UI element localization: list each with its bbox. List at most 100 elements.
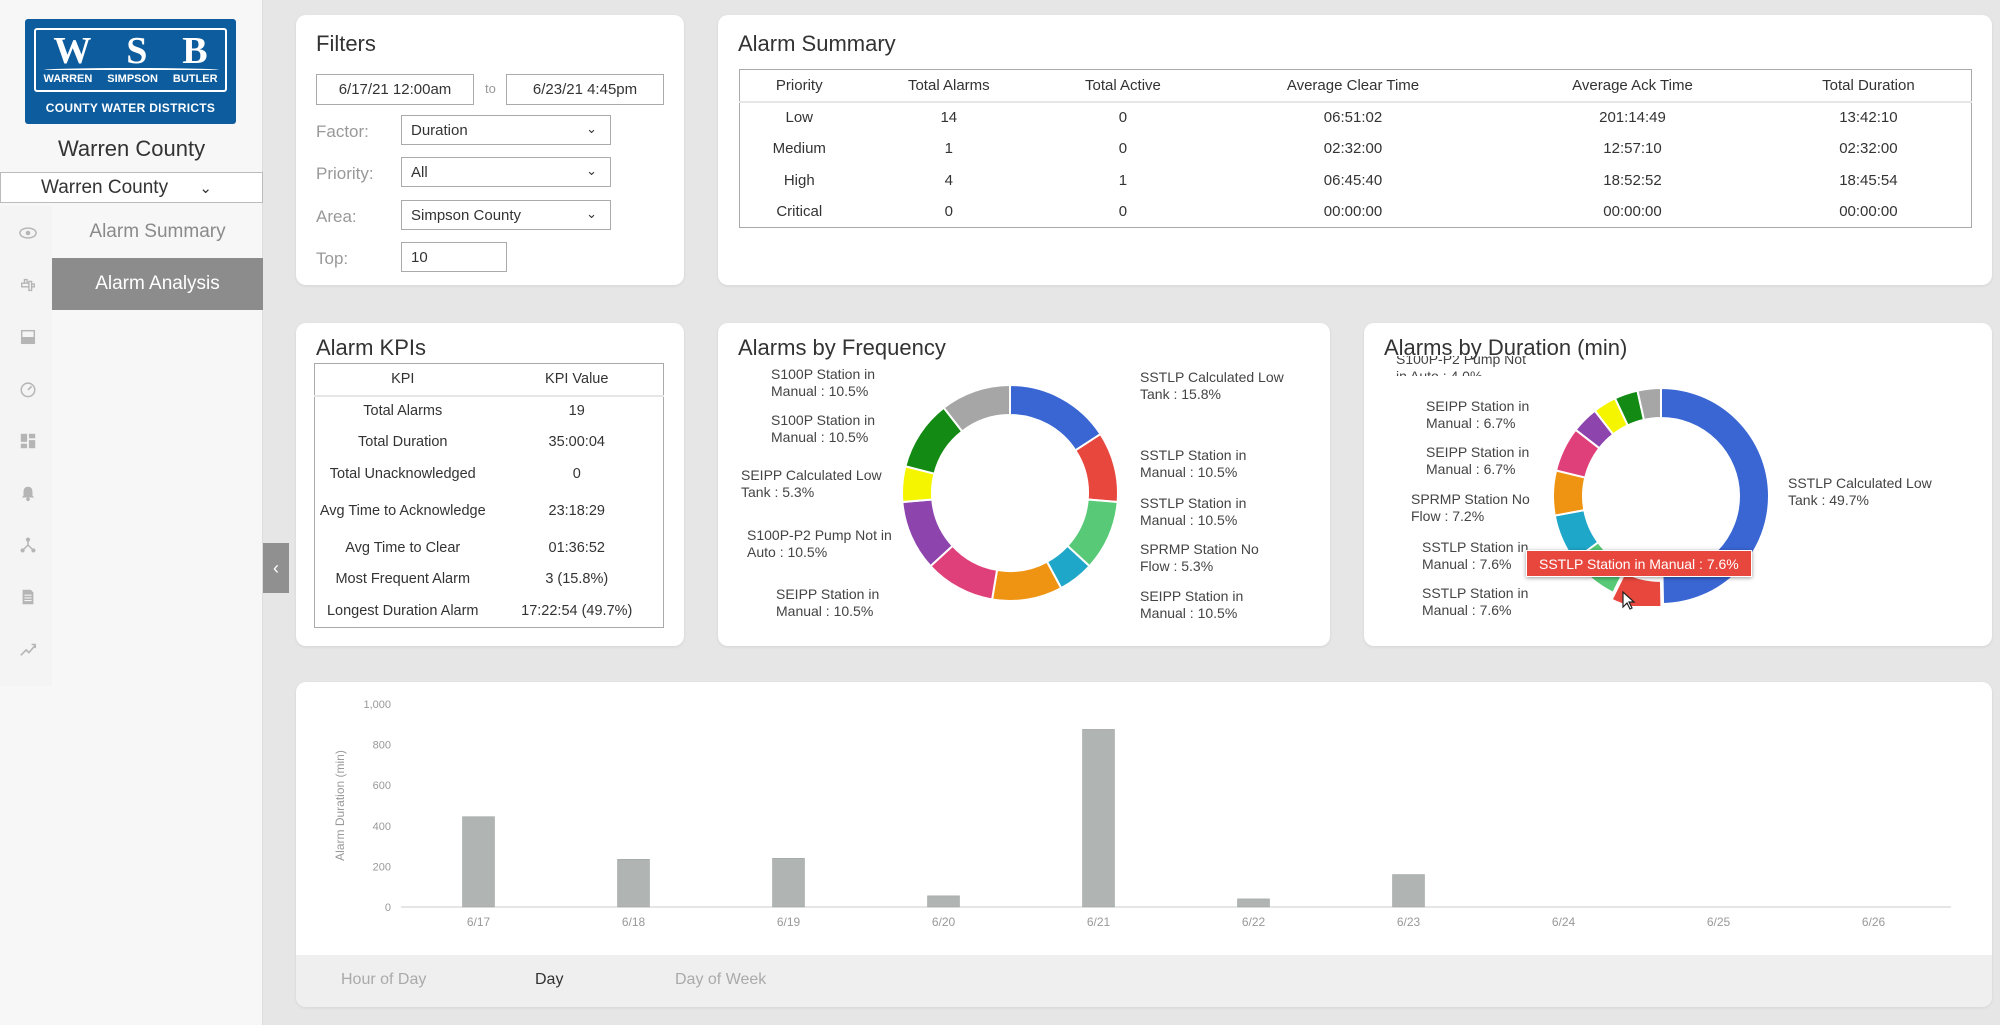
date-to-input[interactable]: 6/23/21 4:45pm: [506, 74, 664, 105]
faucet-icon[interactable]: [19, 276, 37, 294]
table-row[interactable]: Total Alarms 19: [315, 396, 664, 428]
priority-select[interactable]: All ⌄: [401, 157, 611, 187]
column-header[interactable]: Priority: [739, 69, 859, 103]
donut-slice[interactable]: [990, 560, 1063, 602]
date-from-input[interactable]: 6/17/21 12:00am: [316, 74, 474, 105]
table-cell: 00:00:00: [1323, 203, 1383, 220]
table-header-row: KPI KPI Value: [314, 363, 664, 397]
table-row[interactable]: Total Unacknowledged 0: [315, 459, 664, 491]
column-header[interactable]: Total Duration: [1765, 69, 1972, 103]
dashboard-icon[interactable]: [19, 432, 37, 450]
x-tick-label: 6/23: [1397, 915, 1421, 929]
priority-label: Priority:: [316, 164, 374, 183]
table-cell: 18:52:52: [1603, 171, 1662, 189]
alarms-by-duration-card: Alarms by Duration (min) S100P-P2 Pump N…: [1364, 323, 1992, 646]
factor-select[interactable]: Duration ⌄: [401, 115, 611, 145]
table-cell: 02:32:00: [1323, 140, 1383, 158]
priority-value: All: [411, 163, 428, 181]
table-cell: 0: [944, 203, 953, 220]
bar[interactable]: [927, 895, 960, 908]
nav-item-alarm-analysis[interactable]: Alarm Analysis: [52, 258, 263, 310]
area-select[interactable]: Simpson County ⌄: [401, 200, 611, 230]
logo-letters: W S B: [36, 32, 225, 70]
org-select-value: Warren County: [41, 176, 169, 198]
network-icon[interactable]: [19, 536, 37, 554]
table-row[interactable]: Critical 0 0 00:00:00 00:00:00 00:00:00: [740, 196, 1972, 228]
eye-icon[interactable]: [19, 224, 37, 242]
chevron-down-icon: ⌄: [586, 163, 597, 178]
column-header[interactable]: Average Clear Time: [1206, 69, 1500, 103]
area-label: Area:: [316, 207, 357, 226]
tab-day-of-week[interactable]: Day of Week: [675, 971, 767, 988]
column-header[interactable]: Total Alarms: [858, 69, 1040, 103]
column-header[interactable]: Total Active: [1039, 69, 1207, 103]
table-cell: 02:32:00: [1839, 140, 1898, 158]
donut-slice[interactable]: [1009, 383, 1102, 452]
collapse-sidebar-button[interactable]: ‹: [263, 543, 289, 593]
tab-day[interactable]: Day: [535, 971, 564, 988]
table-cell: 13:42:10: [1839, 109, 1898, 127]
chart-label: SEIPP Station in Manual : 6.7%: [1426, 444, 1530, 477]
table-row[interactable]: Low 14 0 06:51:02 201:14:49 13:42:10: [740, 102, 1972, 134]
chart-label-text: S100P-P2 Pump Not in Auto : 4.0%: [1396, 356, 1526, 376]
sidebar: W S B WARREN SIMPSON BUTLER COUNTY WATER…: [0, 0, 263, 1025]
logo-name: WARREN: [43, 73, 93, 85]
top-input[interactable]: 10: [401, 242, 507, 272]
x-tick-label: 6/19: [777, 915, 801, 929]
org-select[interactable]: Warren County ⌄: [0, 172, 263, 203]
chart-label: SSTLP Station in Manual : 7.6%: [1422, 539, 1529, 572]
column-header[interactable]: KPI Value: [490, 363, 664, 397]
donut-slice[interactable]: [1636, 386, 1662, 422]
chart-label: S100P Station in Manual : 10.5%: [771, 366, 876, 399]
kpi-value: 01:36:52: [548, 539, 605, 556]
table-row[interactable]: Most Frequent Alarm 3 (15.8%): [315, 564, 664, 596]
bar[interactable]: [1237, 898, 1270, 908]
chevron-left-icon: ‹: [273, 557, 279, 578]
table-cell: 12:57:10: [1603, 140, 1662, 158]
table-row[interactable]: Total Duration 35:00:04: [315, 427, 664, 459]
chart-label: SPRMP Station No Flow : 7.2%: [1411, 491, 1530, 524]
table-cell: 4: [944, 171, 953, 189]
wsb-logo[interactable]: W S B WARREN SIMPSON BUTLER COUNTY WATER…: [25, 19, 236, 124]
bar[interactable]: [462, 816, 495, 908]
column-header[interactable]: KPI: [314, 363, 491, 397]
mouse-pointer-icon: [1622, 591, 1636, 610]
table-row[interactable]: Avg Time to Acknowledge 23:18:29: [315, 490, 664, 532]
logo-wave: [44, 68, 219, 72]
alarm-kpis-card: Alarm KPIs KPI KPI Value Total Alarms 19 …: [296, 323, 684, 646]
column-header[interactable]: Average Ack Time: [1499, 69, 1766, 103]
table-cell: Low: [785, 109, 814, 127]
nav-item-alarm-summary[interactable]: Alarm Summary: [89, 221, 226, 242]
chart-label: SEIPP Calculated Low Tank : 5.3%: [741, 467, 882, 500]
tab-hour-of-day[interactable]: Hour of Day: [341, 971, 427, 988]
x-tick-label: 6/24: [1552, 915, 1576, 929]
bar[interactable]: [1082, 729, 1115, 908]
logo-letter: S: [126, 30, 148, 72]
area-value: Simpson County: [411, 206, 522, 224]
alarm-bell-icon[interactable]: [19, 484, 37, 502]
table-cell: 1: [1118, 171, 1128, 189]
bar[interactable]: [617, 859, 650, 908]
bar[interactable]: [1392, 874, 1425, 908]
table-row[interactable]: High 4 1 06:45:40 18:52:52 18:45:54: [740, 165, 1972, 197]
kpi-name: Total Unacknowledged: [329, 465, 476, 482]
table-row[interactable]: Longest Duration Alarm 17:22:54 (49.7%): [315, 595, 664, 627]
chart-label: SSTLP Station in Manual : 7.6%: [1422, 585, 1529, 618]
donut-slice[interactable]: [1660, 386, 1770, 606]
table-row[interactable]: Medium 1 0 02:32:00 12:57:10 02:32:00: [740, 133, 1972, 165]
chart-label: S100P-P2 Pump Not in Auto : 4.0%: [1396, 356, 1536, 376]
table-row[interactable]: Avg Time to Clear 01:36:52: [315, 532, 664, 564]
alarm-summary-title: Alarm Summary: [738, 31, 896, 56]
trend-icon[interactable]: [19, 640, 37, 658]
report-icon[interactable]: [19, 588, 37, 606]
bar[interactable]: [772, 858, 805, 908]
y-tick-label: 400: [373, 821, 391, 833]
icon-rail: [0, 206, 52, 686]
gauge-icon[interactable]: [19, 380, 37, 398]
chart-label: SSTLP Calculated Low Tank : 49.7%: [1788, 475, 1932, 508]
storage-icon[interactable]: [19, 328, 37, 346]
x-tick-label: 6/17: [467, 915, 491, 929]
donut-slice[interactable]: [942, 383, 1011, 433]
x-tick-label: 6/18: [622, 915, 646, 929]
table-cell: 1: [944, 140, 953, 158]
